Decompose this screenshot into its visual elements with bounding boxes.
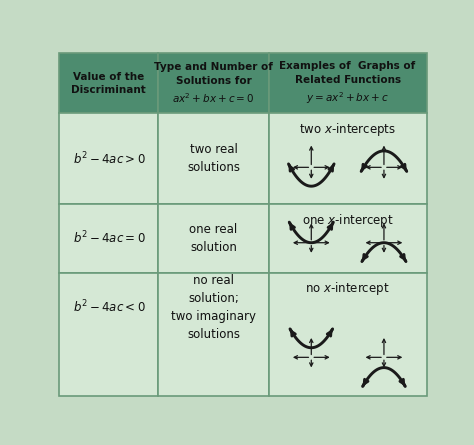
- Text: two real
solutions: two real solutions: [187, 143, 240, 174]
- Bar: [59, 53, 158, 113]
- Bar: [158, 113, 269, 204]
- Text: $b^2 - 4ac = 0$: $b^2 - 4ac = 0$: [73, 230, 145, 247]
- Bar: [269, 204, 427, 273]
- Text: Type and Number of
Solutions for
$ax^2 + bx + c = 0$: Type and Number of Solutions for $ax^2 +…: [154, 62, 273, 105]
- Text: Examples of  Graphs of
Related Functions
$y = ax^2 + bx + c$: Examples of Graphs of Related Functions …: [280, 61, 416, 106]
- Bar: [59, 273, 158, 396]
- Text: $b^2 - 4ac < 0$: $b^2 - 4ac < 0$: [73, 299, 145, 316]
- Text: no real
solution;
two imaginary
solutions: no real solution; two imaginary solution…: [171, 274, 256, 341]
- Text: one real
solution: one real solution: [190, 223, 237, 254]
- Bar: [269, 273, 427, 396]
- Bar: [269, 113, 427, 204]
- Bar: [158, 204, 269, 273]
- Bar: [59, 204, 158, 273]
- Bar: [269, 53, 427, 113]
- Bar: [158, 53, 269, 113]
- Text: two $x$-intercepts: two $x$-intercepts: [299, 121, 396, 138]
- Text: Value of the
Discriminant: Value of the Discriminant: [72, 72, 146, 95]
- Bar: [158, 273, 269, 396]
- Bar: [59, 113, 158, 204]
- Text: $b^2 - 4ac > 0$: $b^2 - 4ac > 0$: [73, 150, 145, 167]
- Text: no $x$-intercept: no $x$-intercept: [305, 280, 390, 297]
- Text: one $x$-intercept: one $x$-intercept: [302, 212, 393, 229]
